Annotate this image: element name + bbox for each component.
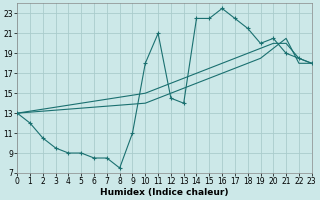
X-axis label: Humidex (Indice chaleur): Humidex (Indice chaleur) — [100, 188, 229, 197]
